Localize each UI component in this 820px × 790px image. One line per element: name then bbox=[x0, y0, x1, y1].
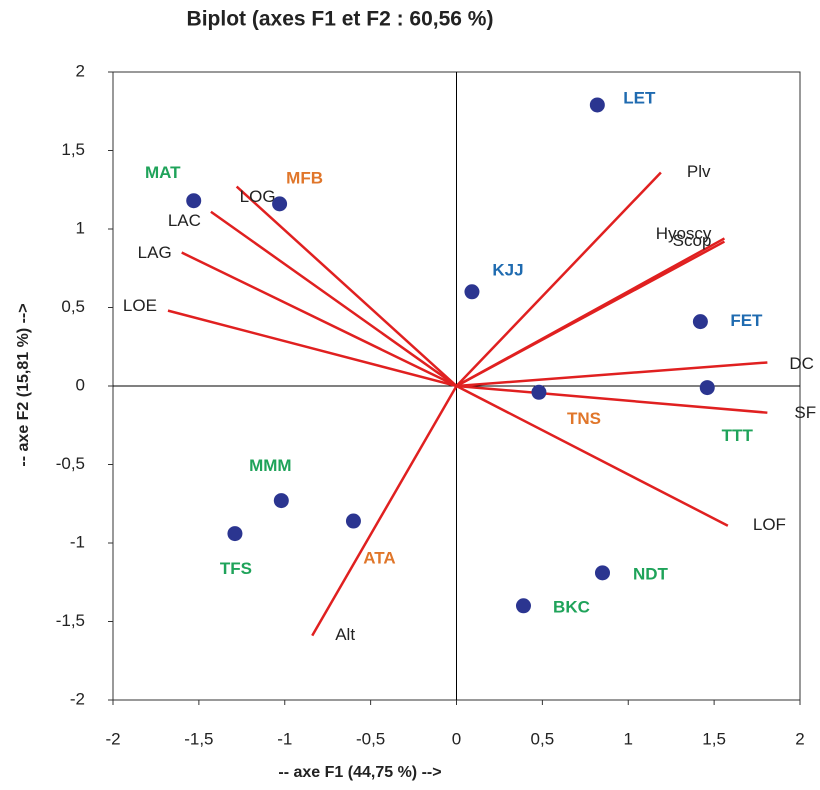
observation-label: ATA bbox=[363, 549, 395, 568]
x-tick-label: -1,5 bbox=[184, 729, 213, 748]
y-tick-label: 1,5 bbox=[61, 140, 85, 159]
x-tick-label: 2 bbox=[795, 729, 804, 748]
variable-label: LAG bbox=[138, 243, 172, 262]
y-tick-label: -1,5 bbox=[56, 611, 85, 630]
observation-point bbox=[589, 97, 605, 113]
variable-vector bbox=[181, 251, 458, 388]
observation-label: TFS bbox=[220, 559, 252, 578]
variable-vector bbox=[456, 361, 768, 388]
y-tick-label: 2 bbox=[76, 61, 85, 80]
observation-label: LET bbox=[623, 88, 656, 107]
y-axis-label: -- axe F2 (15,81 %) --> bbox=[15, 303, 32, 466]
variable-label: LOF bbox=[753, 515, 786, 534]
observation-point bbox=[186, 193, 202, 209]
variable-label: SF bbox=[794, 403, 816, 422]
observation-point bbox=[594, 565, 610, 581]
chart-title: Biplot (axes F1 et F2 : 60,56 %) bbox=[187, 8, 494, 31]
variable-label: LAC bbox=[168, 211, 201, 230]
x-tick-label: 1,5 bbox=[702, 729, 726, 748]
variable-label: LOE bbox=[123, 296, 157, 315]
x-tick-label: -2 bbox=[105, 729, 120, 748]
observation-label: FET bbox=[730, 311, 763, 330]
y-tick-label: -0,5 bbox=[56, 454, 85, 473]
observation-label: NDT bbox=[633, 564, 669, 583]
variable-vector bbox=[311, 385, 458, 637]
y-tick-label: -2 bbox=[70, 689, 85, 708]
observation-point bbox=[531, 384, 547, 400]
x-tick-label: 0 bbox=[452, 729, 461, 748]
observation-label: MFB bbox=[286, 168, 323, 187]
y-tick-label: 0,5 bbox=[61, 297, 85, 316]
variable-label: DC bbox=[789, 354, 814, 373]
y-tick-label: -1 bbox=[70, 532, 85, 551]
observation-label: MMM bbox=[249, 456, 291, 475]
observation-label: MAT bbox=[145, 163, 181, 182]
x-tick-label: 1 bbox=[624, 729, 633, 748]
variable-label: Scop bbox=[673, 231, 712, 250]
x-tick-label: -0,5 bbox=[356, 729, 385, 748]
x-tick-label: 0,5 bbox=[531, 729, 555, 748]
variable-vector bbox=[455, 171, 662, 387]
observation-point bbox=[515, 598, 531, 614]
variable-vector bbox=[235, 185, 458, 387]
observation-point bbox=[699, 380, 715, 396]
observation-point bbox=[692, 314, 708, 330]
observation-label: TNS bbox=[567, 409, 601, 428]
variable-vector bbox=[210, 210, 458, 388]
observation-label: TTT bbox=[722, 426, 754, 445]
observation-label: KJJ bbox=[492, 260, 523, 279]
observation-point bbox=[272, 196, 288, 212]
variable-label: Hyoscy bbox=[656, 224, 712, 243]
observation-label: BKC bbox=[553, 597, 590, 616]
variable-label: Alt bbox=[335, 625, 355, 644]
x-tick-label: -1 bbox=[277, 729, 292, 748]
observation-point bbox=[464, 284, 480, 300]
observation-point bbox=[273, 493, 289, 509]
variable-vector bbox=[455, 240, 726, 388]
x-axis-label: -- axe F1 (44,75 %) --> bbox=[278, 764, 441, 781]
observation-point bbox=[345, 513, 361, 529]
y-tick-label: 0 bbox=[76, 375, 85, 394]
y-tick-label: 1 bbox=[76, 218, 85, 237]
observation-point bbox=[227, 526, 243, 542]
variable-label: Plv bbox=[687, 162, 711, 181]
variable-label: LOG bbox=[240, 187, 276, 206]
variable-vector bbox=[167, 309, 457, 388]
variable-vector bbox=[456, 384, 768, 414]
variable-vector bbox=[455, 384, 729, 527]
